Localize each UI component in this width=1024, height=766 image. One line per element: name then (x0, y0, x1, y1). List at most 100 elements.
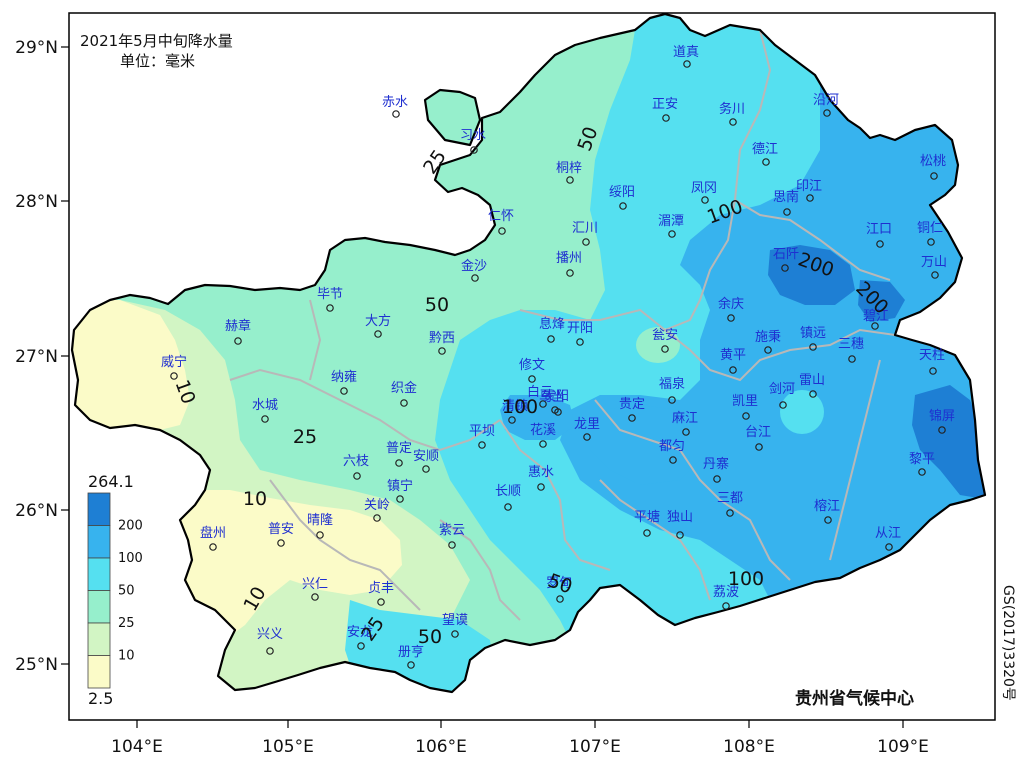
station-label: 册亨 (398, 644, 424, 660)
lon-tick-label: 106°E (415, 737, 467, 757)
station-label: 安顺 (413, 449, 439, 464)
lon-tick-label: 105°E (262, 737, 314, 757)
station-label: 修文 (519, 358, 545, 373)
station-label: 纳雍 (331, 369, 357, 385)
station-label: 镇宁 (387, 478, 413, 494)
station-marker (619, 202, 627, 210)
station-label: 雷山 (799, 373, 825, 388)
station-label: 播州 (556, 251, 582, 266)
station-marker (556, 595, 564, 603)
station-marker (676, 531, 684, 539)
contour-label: 50 (418, 626, 442, 648)
station-marker (755, 443, 763, 451)
station-marker (628, 414, 636, 422)
station-label: 普安 (268, 522, 294, 537)
station-label: 凯里 (732, 394, 758, 409)
station-marker (683, 60, 691, 68)
station-marker (643, 529, 651, 537)
station-marker (809, 343, 817, 351)
legend-swatch (87, 557, 111, 591)
station-label: 开阳 (567, 321, 593, 336)
station-label: 汇川 (572, 221, 598, 236)
lon-tick-label: 108°E (723, 737, 775, 757)
station-marker (806, 194, 814, 202)
station-label: 荔波 (713, 585, 739, 600)
station-label: 长顺 (495, 484, 521, 499)
station-marker (422, 465, 430, 473)
lat-tick-label: 28°N (15, 192, 58, 212)
lat-tick-label: 29°N (15, 38, 58, 58)
station-marker (938, 426, 946, 434)
station-label: 龙里 (574, 417, 600, 432)
map-title: 2021年5月中旬降水量 (80, 32, 233, 50)
station-label: 松桃 (920, 154, 946, 169)
station-label: 石阡 (773, 247, 799, 262)
legend-swatch (87, 525, 111, 559)
station-marker (392, 110, 400, 118)
station-label: 兴仁 (302, 577, 328, 592)
station-marker (783, 208, 791, 216)
lat-tick-label: 26°N (15, 501, 58, 521)
station-marker (762, 158, 770, 166)
legend-swatch (87, 492, 111, 526)
lat-tick-label: 25°N (15, 655, 58, 675)
station-marker (722, 602, 730, 610)
station-label: 黔西 (429, 331, 455, 346)
station-label: 黄平 (720, 348, 746, 363)
county-boundaries (229, 29, 896, 621)
station-label: 关岭 (364, 498, 390, 513)
contour-label: 10 (243, 488, 267, 510)
lon-tick-label: 104°E (111, 737, 163, 757)
station-marker (848, 355, 856, 363)
station-marker (871, 322, 879, 330)
station-label: 务川 (719, 101, 745, 117)
station-marker (357, 642, 365, 650)
lat-tick-label: 27°N (15, 347, 58, 367)
station-marker (729, 366, 737, 374)
station-marker (539, 400, 547, 408)
station-label: 凤冈 (691, 181, 717, 196)
station-marker (701, 196, 709, 204)
approval-number: GS(2017)3320号 (1000, 585, 1016, 701)
station-label: 榕江 (814, 499, 840, 514)
station-label: 普定 (386, 441, 412, 456)
station-label: 正安 (652, 97, 678, 112)
station-label: 罗甸 (546, 576, 572, 591)
station-marker (407, 661, 415, 669)
station-label: 仁怀 (488, 209, 514, 224)
station-label: 黎平 (909, 452, 935, 467)
station-label: 都匀 (659, 439, 685, 454)
station-marker (729, 118, 737, 126)
station-label: 麻江 (672, 411, 698, 426)
station-label: 桐梓 (556, 161, 582, 176)
station-marker (668, 396, 676, 404)
station-marker (498, 227, 506, 235)
station-label: 息烽 (539, 316, 565, 332)
station-marker (662, 114, 670, 122)
station-marker (781, 264, 789, 272)
station-label: 剑河 (769, 381, 795, 397)
station-label: 威宁 (161, 354, 187, 370)
station-marker (528, 375, 536, 383)
station-label: 习水 (460, 128, 486, 143)
station-marker (668, 230, 676, 238)
station-marker (682, 428, 690, 436)
station-marker (471, 274, 479, 282)
legend-level-label: 200 (118, 519, 143, 534)
contour-label: 50 (425, 294, 449, 316)
station-marker (316, 531, 324, 539)
station-marker (661, 345, 669, 353)
contour-label: 25 (293, 426, 317, 448)
legend-level-label: 50 (118, 584, 135, 599)
station-marker (234, 337, 242, 345)
station-label: 赤水 (382, 95, 408, 110)
station-marker (311, 593, 319, 601)
station-label: 天柱 (919, 348, 945, 363)
station-marker (209, 543, 217, 551)
map-frame (68, 12, 996, 721)
station-marker (395, 459, 403, 467)
station-marker (930, 172, 938, 180)
station-label: 贵阳 (543, 389, 569, 404)
